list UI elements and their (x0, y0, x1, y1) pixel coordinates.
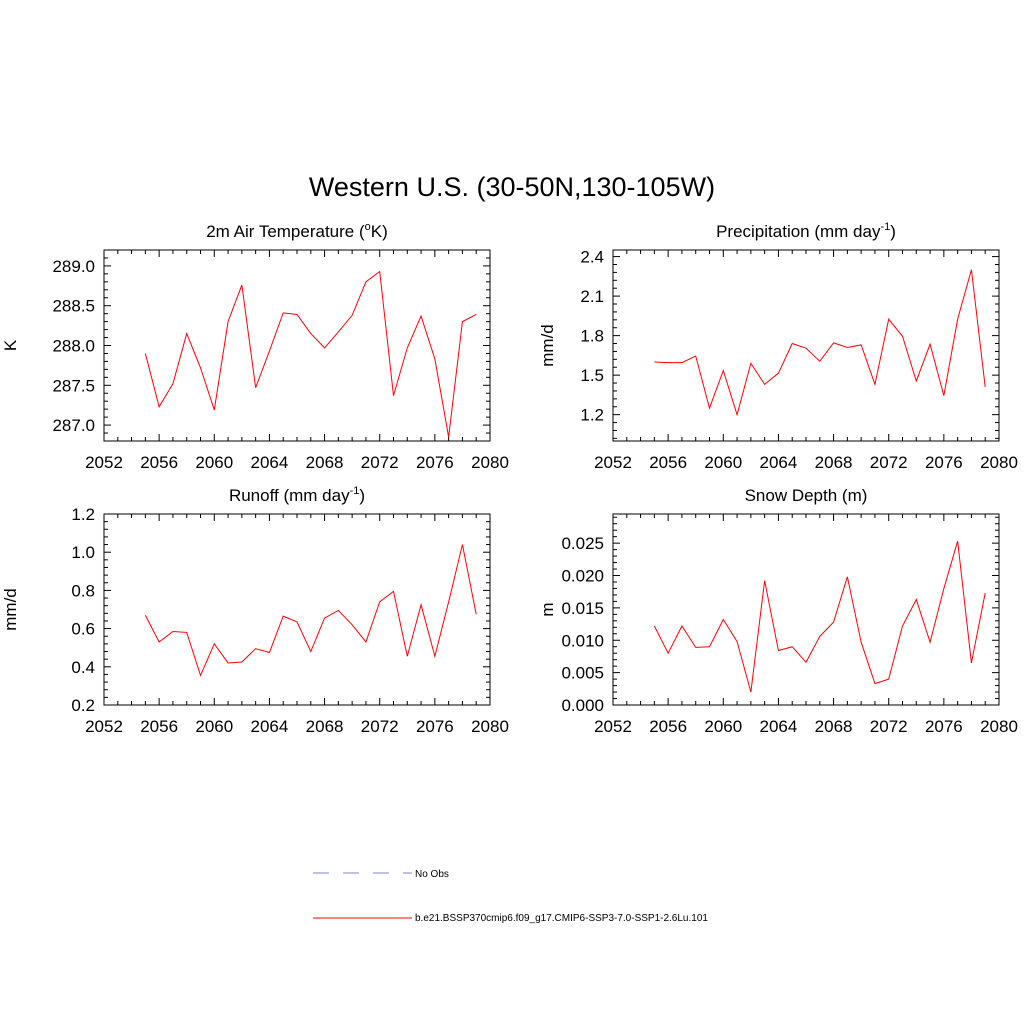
x-tick-label: 2060 (704, 453, 742, 472)
x-tick-label: 2056 (140, 717, 178, 736)
x-tick-label: 2064 (251, 717, 289, 736)
y-axis-label: mm/d (538, 324, 557, 367)
y-tick-label: 2.1 (580, 287, 604, 306)
x-tick-label: 2080 (471, 453, 509, 472)
plot-frame (103, 249, 491, 442)
plot-frame (612, 249, 1000, 442)
y-tick-label: 287.0 (52, 416, 95, 435)
x-tick-label: 2052 (594, 453, 632, 472)
series-line (653, 541, 986, 693)
x-tick-label: 2072 (361, 453, 399, 472)
x-tick-label: 2080 (980, 453, 1018, 472)
y-tick-label: 1.2 (580, 406, 604, 425)
y-tick-label: 0.005 (561, 664, 604, 683)
panel-title: Precipitation (mm day-1) (716, 221, 896, 241)
x-tick-label: 2056 (649, 453, 687, 472)
chart-panel-3: 2052 2056 2060 2064 2068 2072 2076 2080 0.2 0.4 0.… (1, 485, 509, 736)
x-tick-label: 2052 (594, 717, 632, 736)
x-tick-label: 2080 (980, 717, 1018, 736)
x-tick-label: 2060 (704, 717, 742, 736)
x-tick-label: 2076 (416, 453, 454, 472)
x-tick-label: 2060 (195, 453, 233, 472)
x-tick-label: 2068 (306, 717, 344, 736)
x-tick-label: 2064 (760, 453, 798, 472)
y-tick-label: 0.4 (71, 658, 95, 677)
panel-title: 2m Air Temperature (oK) (206, 221, 388, 241)
x-tick-label: 2068 (306, 453, 344, 472)
x-tick-label: 2080 (471, 717, 509, 736)
y-tick-label: 1.8 (580, 327, 604, 346)
y-tick-label: 0.8 (71, 581, 95, 600)
chart-panel-4: 2052 2056 2060 2064 2068 2072 2076 2080 0.000 0.0… (538, 486, 1018, 736)
x-tick-label: 2056 (140, 453, 178, 472)
series-line (654, 269, 986, 417)
y-tick-label: 0.025 (561, 534, 604, 553)
legend-label-no-obs: No Obs (415, 869, 449, 880)
x-tick-label: 2052 (85, 453, 123, 472)
chart-panel-1: 2052 2056 2060 2064 2068 2072 2076 2080 287.0 287… (1, 221, 509, 472)
chart-panel-2: 2052 2056 2060 2064 2068 2072 2076 2080 1.2 1.5 1.… (538, 221, 1018, 472)
x-tick-label: 2072 (361, 717, 399, 736)
y-axis-label: K (1, 339, 20, 351)
series-line (144, 544, 477, 677)
y-tick-label: 1.0 (71, 543, 95, 562)
y-tick-label: 1.5 (580, 366, 604, 385)
y-tick-label: 2.4 (580, 248, 604, 267)
x-tick-label: 2068 (815, 717, 853, 736)
y-tick-label: 288.5 (52, 297, 95, 316)
legend: No Obs b.e21.BSSP370cmip6.f09_g17.CMIP6-… (313, 869, 708, 924)
y-tick-label: 0.2 (71, 696, 95, 715)
y-axis-label: mm/d (1, 588, 20, 631)
y-tick-label: 1.2 (71, 505, 95, 524)
x-tick-label: 2052 (85, 717, 123, 736)
x-tick-label: 2072 (870, 453, 908, 472)
x-tick-label: 2064 (760, 717, 798, 736)
plot-frame (612, 513, 1000, 706)
x-tick-label: 2072 (870, 717, 908, 736)
legend-label-run: b.e21.BSSP370cmip6.f09_g17.CMIP6-SSP3-7.… (415, 913, 708, 924)
y-tick-label: 0.015 (561, 599, 604, 618)
y-tick-label: 0.000 (561, 696, 604, 715)
panels: 2052 2056 2060 2064 2068 2072 2076 2080 287.0 287… (1, 221, 1018, 736)
y-tick-label: 0.020 (561, 567, 604, 586)
x-tick-label: 2076 (925, 453, 963, 472)
plot-frame (103, 513, 491, 706)
panel-title: Runoff (mm day-1) (229, 485, 365, 505)
x-tick-label: 2076 (925, 717, 963, 736)
x-tick-label: 2068 (815, 453, 853, 472)
series-line (144, 270, 477, 438)
panel-title: Snow Depth (m) (745, 486, 868, 505)
figure-title: Western U.S. (30-50N,130-105W) (309, 172, 715, 202)
x-tick-label: 2060 (195, 717, 233, 736)
y-axis-label: m (538, 602, 557, 616)
y-tick-label: 289.0 (52, 257, 95, 276)
y-tick-label: 288.0 (52, 337, 95, 356)
y-tick-label: 0.6 (71, 620, 95, 639)
x-tick-label: 2056 (649, 717, 687, 736)
y-tick-label: 0.010 (561, 631, 604, 650)
x-tick-label: 2076 (416, 717, 454, 736)
y-tick-label: 287.5 (52, 376, 95, 395)
x-tick-label: 2064 (251, 453, 289, 472)
